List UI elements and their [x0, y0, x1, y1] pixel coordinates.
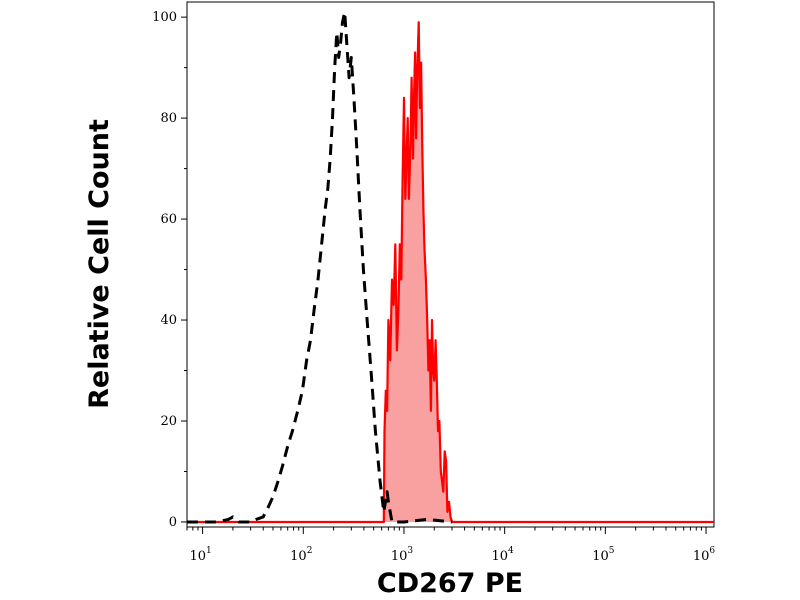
plot-frame	[186, 1, 715, 528]
x-axis-title: CD267 PE	[377, 568, 523, 599]
x-tick-label-1: 102	[290, 546, 312, 564]
y-tick-label-1: 20	[160, 414, 177, 429]
y-tick-label-4: 80	[160, 111, 177, 126]
y-tick-label-2: 40	[160, 313, 177, 328]
axis-layer: 101 102 103 104 105 106 0 20 40 60 80 100	[152, 10, 715, 564]
y-tick-label-5: 100	[152, 10, 177, 25]
y-tick-label-0: 0	[169, 515, 177, 530]
x-tick-label-0: 101	[189, 546, 211, 564]
series-layer	[187, 10, 714, 524]
series-0-line	[187, 10, 453, 524]
x-tick-label-5: 106	[693, 546, 716, 564]
x-tick-label-2: 103	[391, 546, 414, 564]
y-axis-title: Relative Cell Count	[84, 119, 115, 409]
x-tick-label-4: 105	[592, 546, 615, 564]
series-1-fill	[187, 22, 714, 522]
y-tick-label-3: 60	[160, 212, 177, 227]
x-tick-label-3: 104	[492, 546, 515, 564]
series-1-line	[187, 21, 714, 524]
